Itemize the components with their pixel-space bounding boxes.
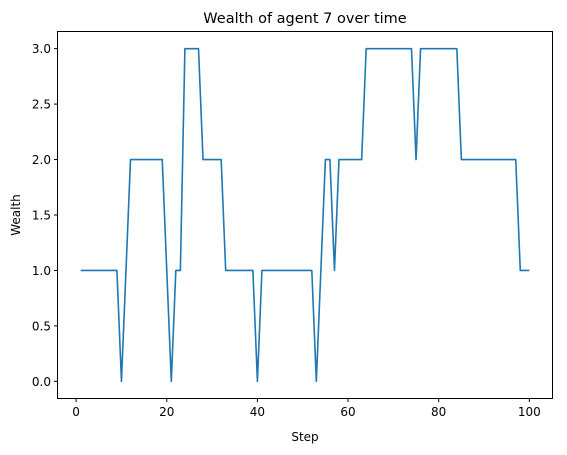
plot-area [80,47,530,383]
x-tick-label: 20 [159,405,174,419]
x-axis-label: Step [291,430,318,444]
y-tick-label: 3.0 [32,42,51,56]
y-tick-label: 0.0 [32,375,51,389]
y-axis: 0.0 0.5 1.0 1.5 2.0 2.5 3.0 [32,42,58,389]
y-tick-label: 1.5 [32,209,51,223]
x-tick-label: 80 [431,405,446,419]
wealth-series-line [80,47,530,383]
y-tick-label: 1.0 [32,264,51,278]
y-tick-label: 2.5 [32,98,51,112]
x-tick-label: 40 [250,405,265,419]
x-axis: 0 20 40 60 80 100 [72,398,541,419]
x-tick-label: 60 [340,405,355,419]
x-tick-label: 100 [518,405,541,419]
x-tick-label: 0 [72,405,80,419]
y-tick-label: 2.0 [32,153,51,167]
y-axis-label: Wealth [9,194,23,236]
axes-frame [57,31,553,399]
y-tick-label: 0.5 [32,319,51,333]
chart-title: Wealth of agent 7 over time [203,11,407,27]
